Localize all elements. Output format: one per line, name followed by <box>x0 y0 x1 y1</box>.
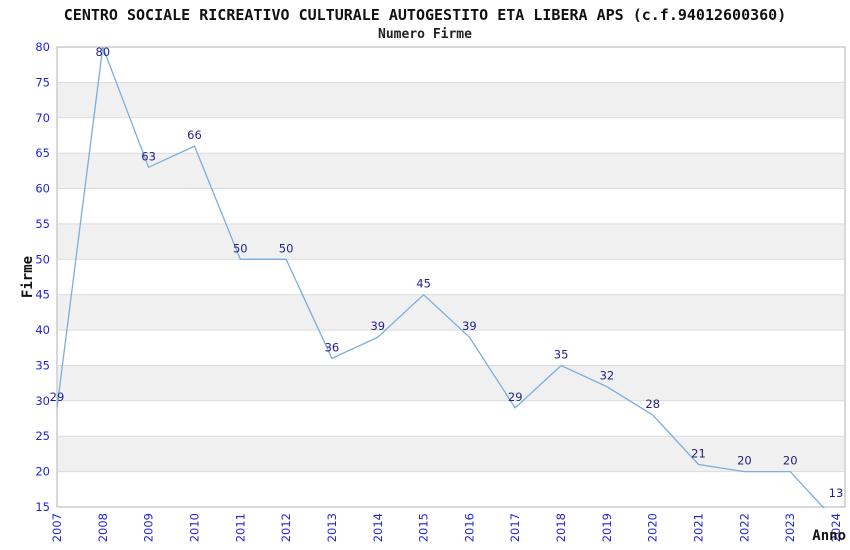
point-label: 20 <box>783 454 798 468</box>
x-tick-label: 2008 <box>96 513 110 542</box>
point-label: 36 <box>325 340 340 354</box>
x-tick-label: 2007 <box>50 513 64 542</box>
x-tick-label: 2014 <box>371 513 385 542</box>
y-tick-label: 30 <box>35 394 50 408</box>
chart-title: CENTRO SOCIALE RICREATIVO CULTURALE AUTO… <box>63 6 787 24</box>
y-band <box>58 223 844 260</box>
point-label: 80 <box>95 45 110 59</box>
y-tick-label: 45 <box>35 288 50 302</box>
x-tick-label: 2023 <box>783 513 797 542</box>
point-label: 29 <box>508 390 523 404</box>
y-tick-label: 70 <box>35 111 50 125</box>
point-label: 29 <box>50 390 65 404</box>
x-tick-label: 2013 <box>325 513 339 542</box>
y-tick-label: 60 <box>35 182 50 196</box>
x-tick-label: 2022 <box>737 513 751 542</box>
point-label: 13 <box>829 486 844 500</box>
x-tick-label: 2021 <box>692 513 706 542</box>
y-tick-label: 55 <box>35 217 50 231</box>
point-label: 20 <box>737 454 752 468</box>
signatures-line <box>57 46 825 508</box>
x-tick-label: 2019 <box>600 513 614 542</box>
point-label: 35 <box>554 348 569 362</box>
x-tick-label: 2024 <box>829 513 843 542</box>
x-tick-label: 2017 <box>508 513 522 542</box>
point-label: 50 <box>279 241 294 255</box>
x-tick-label: 2010 <box>188 513 202 542</box>
y-band <box>58 294 844 331</box>
x-tick-label: 2012 <box>279 513 293 542</box>
chart-subtitle: Numero Firme <box>378 27 472 42</box>
plot-border <box>56 46 846 508</box>
y-tick-label: 75 <box>35 75 50 89</box>
y-tick-label: 40 <box>35 323 50 337</box>
x-tick-label: 2020 <box>646 513 660 542</box>
y-band <box>58 153 844 189</box>
y-tick-label: 35 <box>35 359 50 373</box>
point-label: 32 <box>600 369 615 383</box>
y-band <box>58 365 844 401</box>
point-label: 39 <box>462 319 477 333</box>
x-tick-label: 2009 <box>142 513 156 542</box>
point-label: 50 <box>233 241 248 255</box>
y-tick-label: 50 <box>35 252 50 266</box>
point-label: 28 <box>645 397 660 411</box>
y-band <box>58 436 844 472</box>
x-axis-title: Anno <box>812 528 846 544</box>
x-tick-label: 2011 <box>233 513 247 542</box>
point-label: 21 <box>691 447 706 461</box>
point-label: 45 <box>416 277 431 291</box>
x-tick-label: 2016 <box>462 513 476 542</box>
y-tick-label: 15 <box>35 500 50 514</box>
y-band <box>58 82 844 118</box>
x-tick-label: 2015 <box>417 513 431 542</box>
point-label: 39 <box>370 319 385 333</box>
point-label: 63 <box>141 149 156 163</box>
y-tick-label: 20 <box>35 465 50 479</box>
y-tick-label: 80 <box>35 40 50 54</box>
point-label: 66 <box>187 128 202 142</box>
y-tick-label: 25 <box>35 429 50 443</box>
y-tick-label: 65 <box>35 146 50 160</box>
x-tick-label: 2018 <box>554 513 568 542</box>
